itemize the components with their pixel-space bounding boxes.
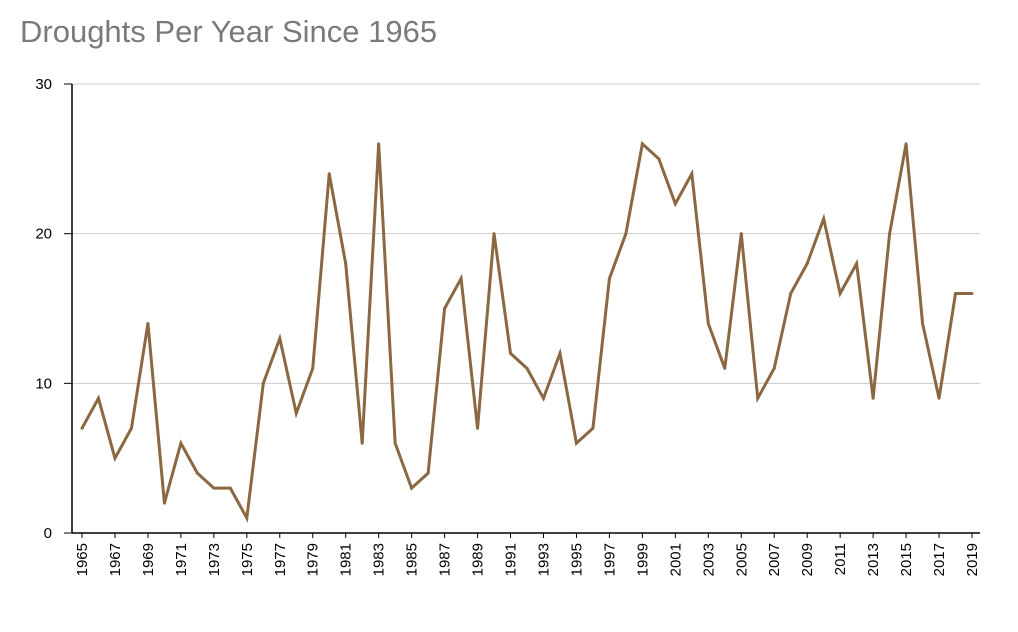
data-point-1984 [393, 441, 397, 445]
axes [71, 84, 980, 534]
data-point-1998 [624, 232, 628, 236]
data-point-1975 [245, 516, 249, 520]
y-tick-label-0: 0 [44, 525, 52, 542]
data-point-2003 [706, 321, 710, 325]
x-tick-label-1965: 1965 [74, 543, 91, 576]
x-tick-label-1971: 1971 [173, 543, 190, 576]
data-point-1973 [212, 486, 216, 490]
data-point-2015 [904, 142, 908, 146]
x-tick-label-1987: 1987 [437, 543, 454, 576]
data-point-2000 [657, 157, 661, 161]
x-tick-label-1997: 1997 [601, 543, 618, 576]
data-point-1969 [146, 321, 150, 325]
data-point-1989 [476, 426, 480, 430]
x-tick-label-1999: 1999 [634, 543, 651, 576]
data-point-1988 [459, 277, 463, 281]
data-point-1980 [327, 172, 331, 176]
data-point-1986 [426, 471, 430, 475]
data-point-2013 [871, 396, 875, 400]
data-point-1979 [311, 366, 315, 370]
y-tick-label-20: 20 [35, 226, 52, 243]
data-point-1968 [129, 426, 133, 430]
data-point-2002 [690, 172, 694, 176]
y-tick-label-30: 30 [35, 76, 52, 93]
series-lines [80, 140, 974, 523]
x-tick-label-1995: 1995 [568, 543, 585, 576]
y-axis-ticks: 0 10 20 30 [35, 76, 72, 542]
data-point-2010 [822, 217, 826, 221]
x-tick-label-2013: 2013 [865, 543, 882, 576]
x-tick-label-1967: 1967 [107, 543, 124, 576]
x-tick-label-2001: 2001 [667, 543, 684, 576]
data-point-2011 [838, 292, 842, 296]
x-tick-label-2019: 2019 [964, 543, 981, 576]
data-point-1976 [261, 381, 265, 385]
y-tick-label-10: 10 [35, 375, 52, 392]
data-point-1970 [162, 501, 166, 505]
data-point-1974 [228, 486, 232, 490]
data-point-1990 [492, 232, 496, 236]
data-point-1965 [80, 426, 84, 430]
x-tick-label-2017: 2017 [931, 543, 948, 576]
data-point-1967 [113, 456, 117, 460]
data-point-1997 [607, 277, 611, 281]
x-tick-label-2015: 2015 [898, 543, 915, 576]
x-tick-label-1969: 1969 [140, 543, 157, 576]
series-line-0 [80, 140, 972, 523]
x-tick-label-1983: 1983 [371, 543, 388, 576]
data-point-1966 [96, 396, 100, 400]
gridlines [72, 83, 980, 384]
data-point-1992 [525, 366, 529, 370]
data-point-1987 [443, 307, 447, 310]
data-point-1983 [377, 142, 381, 146]
data-point-2005 [739, 232, 743, 236]
data-point-2007 [772, 366, 776, 370]
x-tick-label-1979: 1979 [305, 543, 322, 576]
data-point-2004 [723, 366, 727, 370]
data-point-1977 [278, 336, 282, 340]
data-point-1994 [558, 351, 562, 355]
data-point-1996 [591, 426, 595, 430]
data-point-1999 [640, 142, 644, 146]
chart-title: Droughts Per Year Since 1965 [20, 14, 438, 49]
x-tick-label-1985: 1985 [404, 543, 421, 576]
x-tick-label-2003: 2003 [700, 543, 717, 576]
data-point-2017 [937, 396, 941, 400]
data-point-1985 [410, 486, 414, 490]
x-tick-label-1989: 1989 [470, 543, 487, 576]
x-tick-label-2009: 2009 [799, 543, 816, 576]
x-tick-label-1975: 1975 [239, 543, 256, 576]
data-point-2008 [789, 292, 793, 296]
x-tick-label-1981: 1981 [338, 543, 355, 576]
data-point-2012 [855, 262, 859, 266]
data-point-2018 [954, 292, 958, 296]
x-tick-label-2007: 2007 [766, 543, 783, 576]
x-tick-label-1993: 1993 [535, 543, 552, 576]
data-point-1981 [344, 262, 348, 266]
data-point-1982 [360, 441, 364, 445]
x-tick-label-1973: 1973 [206, 543, 223, 576]
x-tick-label-2005: 2005 [733, 543, 750, 576]
data-point-2006 [756, 396, 760, 400]
data-point-1993 [541, 396, 545, 400]
x-tick-label-1977: 1977 [272, 543, 289, 576]
data-point-1972 [195, 471, 199, 475]
data-point-2016 [921, 321, 925, 325]
data-point-1971 [179, 441, 183, 445]
data-point-1995 [574, 441, 578, 445]
data-point-1978 [294, 411, 298, 415]
data-point-2009 [805, 262, 809, 266]
x-tick-label-2011: 2011 [832, 543, 849, 575]
x-axis-ticks: 1965 1967 1969 1971 1973 1975 1977 1979 1981 1983… [74, 533, 981, 576]
data-point-2019 [970, 292, 974, 296]
data-point-1991 [509, 351, 513, 355]
data-point-2001 [673, 202, 677, 206]
x-tick-label-1991: 1991 [503, 543, 520, 576]
data-point-2014 [888, 232, 892, 236]
